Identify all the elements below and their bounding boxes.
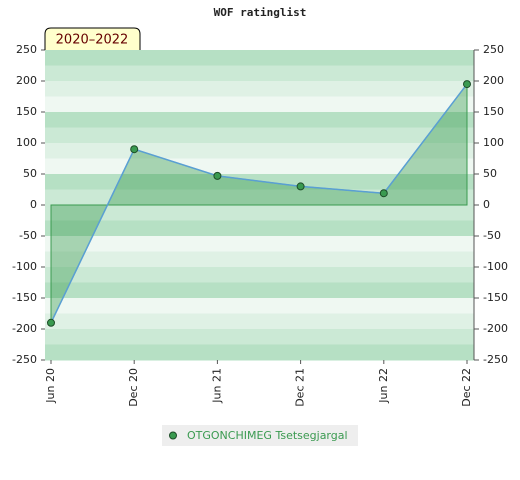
background-stripe: [45, 189, 474, 206]
background-stripe: [45, 205, 474, 221]
x-tick-label: Dec 21: [294, 368, 307, 407]
y-tick-label: 250: [16, 43, 37, 56]
point: [213, 171, 222, 180]
y2-tick-label: -150: [483, 291, 508, 304]
x-tick-label: Dec 20: [127, 368, 140, 407]
point: [379, 189, 388, 198]
y2-tick-label: -250: [483, 353, 508, 366]
y2-tick-label: 50: [483, 167, 497, 180]
legend-label: OTGONCHIMEG Tsetsegjargal: [187, 429, 348, 442]
y2-tick-label: 250: [483, 43, 504, 56]
y-tick-label: -200: [12, 322, 37, 335]
y2-tick-label: -50: [483, 229, 501, 242]
chart-title: WOF ratinglist: [214, 6, 307, 19]
background-stripe: [45, 96, 474, 113]
annotation: 2020–2022: [56, 33, 129, 48]
y-tick-label: 150: [16, 105, 37, 118]
background-stripe: [45, 313, 474, 330]
x-tick-label: Dec 22: [460, 368, 473, 407]
point: [47, 318, 55, 327]
y-tick-label: -100: [12, 260, 37, 273]
background-stripe: [45, 298, 474, 314]
point: [130, 145, 139, 154]
background-stripe: [45, 220, 474, 237]
background-stripe: [45, 236, 474, 252]
background-stripe: [45, 81, 474, 97]
y2-tick-label: 150: [483, 105, 504, 118]
line: [50, 83, 468, 324]
y-tick-label: -50: [19, 229, 37, 242]
y-tick-label: -250: [12, 353, 37, 366]
y2-tick-label: -200: [483, 322, 508, 335]
y-tick-label: 100: [16, 136, 37, 149]
y-tick-label: 50: [23, 167, 37, 180]
point: [296, 182, 305, 191]
annotation-box: [44, 27, 141, 50]
background-stripe: [45, 143, 474, 159]
x-tick-label: Jun 20: [44, 368, 57, 404]
background-stripe: [45, 267, 474, 283]
legend-marker: [169, 431, 177, 440]
y2-tick-label: 200: [483, 74, 504, 87]
background-stripe: [45, 329, 474, 345]
x-tick-label: Jun 22: [377, 368, 390, 404]
x-tick-label: Jun 21: [210, 368, 223, 404]
background-stripe: [45, 112, 474, 128]
background-stripe: [45, 50, 474, 66]
background-stripe: [45, 65, 474, 82]
legend-box: [162, 425, 358, 446]
y-tick-label: 200: [16, 74, 37, 87]
background-stripe: [45, 251, 474, 268]
y2-tick-label: 0: [483, 198, 490, 211]
y2-tick-label: 100: [483, 136, 504, 149]
y2-tick-label: -100: [483, 260, 508, 273]
background-stripe: [45, 158, 474, 175]
point: [463, 80, 471, 89]
y-tick-label: -150: [12, 291, 37, 304]
background-stripe: [45, 127, 474, 144]
background-stripe: [45, 174, 474, 190]
background-stripe: [45, 344, 474, 361]
background-stripe: [45, 282, 474, 299]
y-tick-label: 0: [30, 198, 37, 211]
